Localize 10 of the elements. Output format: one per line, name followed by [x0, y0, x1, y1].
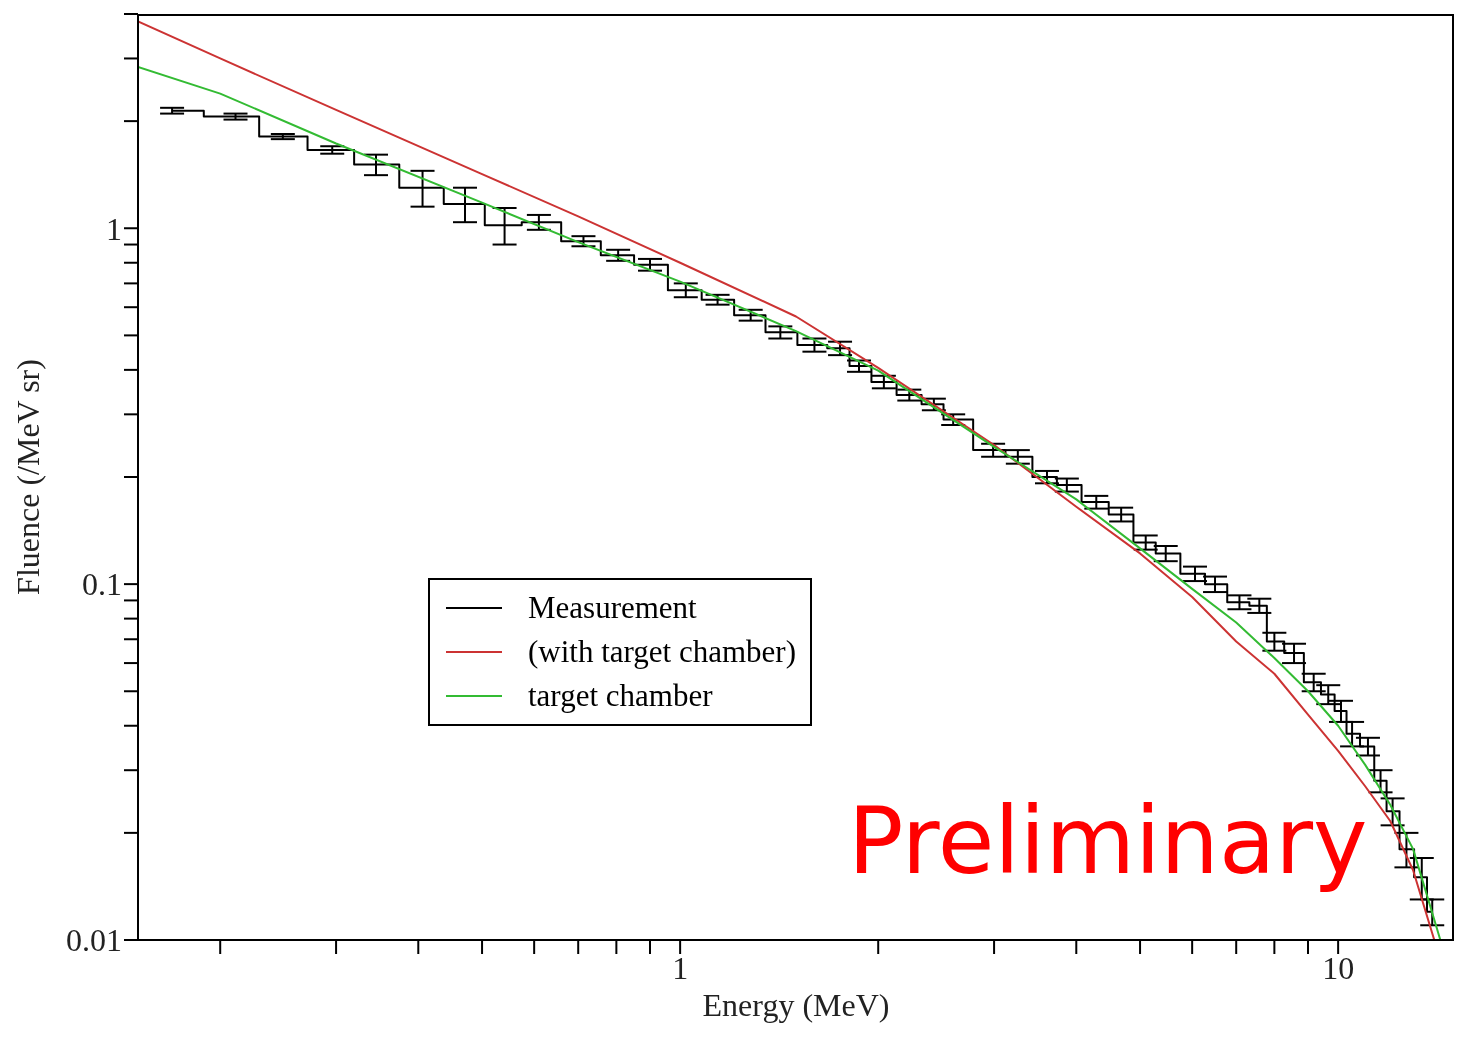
legend-label: target chamber: [528, 678, 713, 714]
y-tick-label: 0.1: [82, 566, 122, 603]
y-axis-title: Fluence (/MeV sr): [10, 359, 47, 595]
y-tick-label: 0.01: [66, 922, 122, 959]
legend-label: (with target chamber): [528, 634, 796, 670]
y-tick-label: 1: [106, 210, 122, 247]
x-tick-label: 10: [1322, 949, 1355, 986]
x-axis-title: Energy (MeV): [702, 987, 890, 1023]
annotation: Preliminary: [848, 788, 1368, 895]
legend-label: Measurement: [528, 590, 697, 626]
